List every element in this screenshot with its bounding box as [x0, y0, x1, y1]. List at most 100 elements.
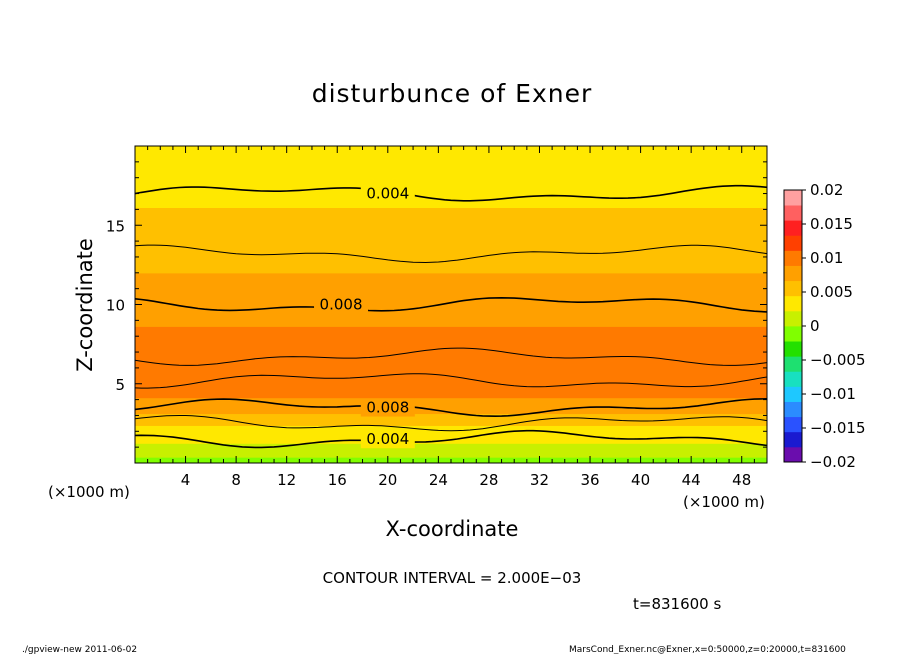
x-axis-ticks: 4 8 12 16 20 24 28 32 36 40 44 48: [147, 146, 755, 489]
contour-band: [135, 413, 767, 417]
y-tick-label: 15: [106, 217, 125, 235]
contour-band: [135, 201, 767, 205]
contour-label-bg: [360, 398, 415, 417]
contour-band: [135, 455, 767, 458]
contour-band: [135, 437, 767, 440]
x-tick-label: 8: [231, 471, 241, 489]
contour-label: 0.004: [366, 185, 409, 203]
contour-band: [135, 338, 767, 341]
contour-line: [135, 398, 767, 418]
contour-band: [135, 254, 767, 258]
time-stamp: t=831600 s: [633, 595, 721, 613]
contour-band: [135, 371, 767, 375]
contour-band: [135, 316, 767, 319]
contour-band: [135, 348, 767, 351]
contour-band: [135, 207, 767, 210]
contour-band: [135, 189, 767, 193]
contour-band: [135, 203, 767, 207]
contour-band: [135, 322, 767, 325]
contour-band: [135, 308, 767, 312]
colorbar-bin: [784, 295, 802, 312]
contour-band: [135, 167, 767, 171]
contour-band: [135, 363, 767, 367]
contour-band: [135, 155, 767, 159]
contour-band: [135, 365, 767, 369]
colorbar-bin: [784, 371, 802, 387]
contour-label: 0.004: [366, 430, 409, 448]
contour-band: [135, 181, 767, 185]
contour-band: [135, 243, 767, 246]
x-tick-label: 24: [429, 471, 448, 489]
contour-band: [135, 258, 767, 262]
contour-band: [135, 330, 767, 333]
contour-band: [135, 409, 767, 413]
y-tick-label: 10: [106, 297, 125, 315]
y-axis-ticks: 5 10 15: [106, 161, 767, 448]
x-unit-right: (×1000 m): [683, 493, 765, 511]
contour-band: [135, 391, 767, 395]
contour-band: [135, 352, 767, 355]
colorbar-bin: [784, 341, 802, 357]
contour-band: [135, 302, 767, 306]
contour-band: [135, 443, 767, 446]
contour-band: [135, 344, 767, 347]
colorbar-bin: [784, 356, 802, 372]
contour-band: [135, 403, 767, 407]
contour-band: [135, 294, 767, 298]
y-axis-label: Z-coordinate: [73, 238, 97, 372]
contour-band: [135, 449, 767, 452]
colorbar-bin: [784, 220, 802, 236]
contour-band: [135, 229, 767, 232]
colorbar-bin: [784, 401, 802, 418]
contour-band: [135, 149, 767, 153]
contour-band: [135, 211, 767, 214]
colorbar-bin: [784, 431, 802, 448]
contour-band: [135, 173, 767, 177]
chart-title: disturbunce of Exner: [312, 79, 593, 108]
contour-band: [135, 431, 767, 434]
contour-band: [135, 286, 767, 290]
footer-left: ./gpview-new 2011-06-02: [22, 645, 137, 654]
contour-band: [135, 342, 767, 345]
contour-band: [135, 377, 767, 381]
contour-band: [135, 292, 767, 296]
contour-band: [135, 284, 767, 288]
contour-band: [135, 278, 767, 282]
x-axis-label: X-coordinate: [386, 517, 519, 541]
contour-line: [135, 415, 767, 432]
contour-band: [135, 328, 767, 331]
contour-band: [135, 288, 767, 292]
x-tick-label: 12: [277, 471, 296, 489]
x-tick-label: 36: [580, 471, 599, 489]
contour-band: [135, 336, 767, 339]
colorbar-tick-label: 0.02: [810, 181, 843, 199]
contour-band: [135, 280, 767, 284]
contour-band: [135, 298, 767, 302]
contour-band: [135, 385, 767, 389]
colorbar-bin: [784, 250, 802, 266]
contour-band: [135, 233, 767, 236]
colorbar-bin: [784, 265, 802, 282]
contour-band: [135, 318, 767, 321]
contour-band: [135, 151, 767, 155]
contour-band: [135, 249, 767, 252]
contour-band: [135, 395, 767, 399]
contour-band: [135, 415, 767, 419]
contour-line: [135, 296, 767, 313]
contour-band: [135, 268, 767, 272]
contour-band: [135, 215, 767, 218]
contour-band: [135, 245, 767, 248]
contour-band: [135, 310, 767, 314]
contour-band: [135, 423, 767, 426]
colorbar-tick-label: −0.02: [810, 453, 856, 471]
contour-band: [135, 290, 767, 294]
contour-band: [135, 179, 767, 183]
contour-band: [135, 161, 767, 165]
contour-line: [135, 373, 767, 389]
contour-band: [135, 445, 767, 448]
contour-band: [135, 266, 767, 270]
contour-band: [135, 195, 767, 199]
colorbar-tick-label: −0.01: [810, 385, 856, 403]
contour-band: [135, 241, 767, 244]
footer-right: MarsCond_Exner.nc@Exner,x=0:50000,z=0:20…: [569, 645, 846, 654]
